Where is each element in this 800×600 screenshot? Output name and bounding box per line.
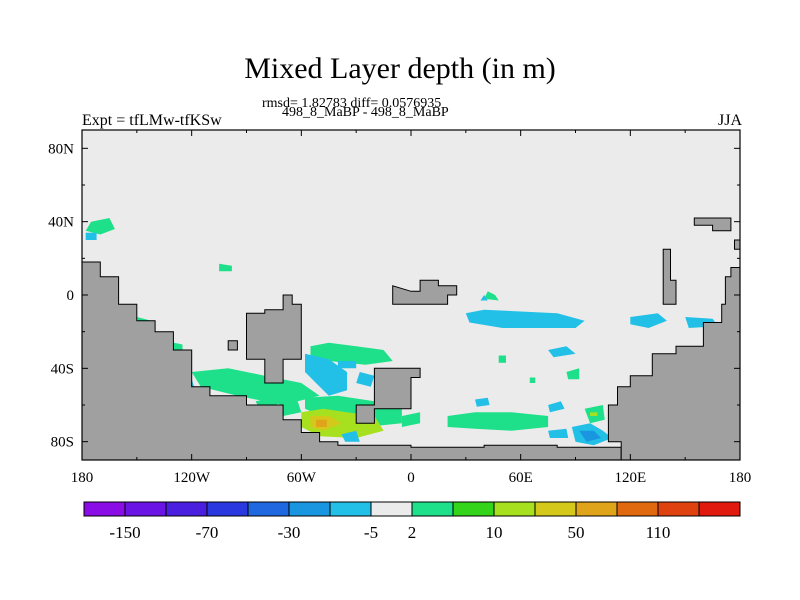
land-south-central-island — [355, 367, 421, 424]
x-tick-label: 120E — [614, 470, 646, 486]
anomaly-patch-22 — [548, 401, 565, 413]
anomaly-patch-37 — [566, 368, 580, 380]
colorbar-swatch — [83, 501, 126, 517]
anomaly-patch-20 — [447, 412, 549, 431]
anomaly-patch-32 — [337, 361, 357, 369]
colorbar-label: 2 — [408, 523, 417, 542]
anomaly-patch-33 — [484, 291, 499, 301]
colorbar-swatch — [370, 501, 413, 517]
colorbar-swatch — [657, 501, 700, 517]
axes: 180 120W 60W 0 60E 120E 180 80N 40N 0 40S 80S — [48, 129, 752, 486]
x-tick-label: 180 — [71, 470, 94, 486]
colorbar-label: -150 — [109, 523, 140, 542]
anomaly-patch-31 — [548, 346, 576, 358]
anomaly-patch-18 — [341, 430, 360, 442]
rmsd-diff-stats: rmsd= 1.82783 diff= 0.0576935 — [262, 96, 442, 111]
colorbar-swatch — [452, 501, 495, 517]
x-tick-label: 0 — [407, 470, 415, 486]
colorbar-swatch — [124, 501, 167, 517]
colorbar-swatch — [534, 501, 577, 517]
land-equatorial-island — [392, 279, 458, 305]
land-east-island-strip — [662, 248, 677, 305]
colorbar-swatch — [411, 501, 454, 517]
land-western-continent — [82, 261, 622, 460]
anomaly-patch-2 — [219, 263, 232, 272]
colorbar-swatch — [493, 501, 536, 517]
y-tick-label: 40S — [51, 361, 74, 377]
anomaly-patch-8 — [191, 368, 320, 405]
y-tick-label: 40N — [48, 215, 74, 231]
anomaly-patch-1 — [85, 232, 97, 240]
land-far-east-coast-strip — [734, 239, 740, 250]
colorbar-label: -30 — [278, 523, 301, 542]
anomaly-patch-15 — [316, 419, 327, 427]
anomaly-patch-7 — [305, 353, 347, 396]
anomaly-patch-28 — [465, 309, 585, 328]
x-tick-label: 60W — [287, 470, 317, 486]
colorbar-label: 10 — [486, 523, 503, 542]
anomaly-patch-6 — [310, 342, 393, 365]
y-tick-label: 80N — [48, 141, 74, 157]
anomaly-patch-21 — [475, 397, 490, 407]
colorbar-label: 110 — [646, 523, 671, 542]
anomaly-patch-19 — [401, 412, 421, 427]
x-tick-label: 120W — [173, 470, 211, 486]
anomaly-patch-24 — [579, 430, 602, 442]
anomaly-patch-0 — [85, 218, 115, 235]
anomaly-patch-35 — [498, 355, 506, 363]
anomaly-patch-10 — [356, 372, 375, 387]
anomaly-patch-26 — [590, 412, 598, 416]
x-tick-label: 180 — [729, 470, 752, 486]
colorbar-swatch — [206, 501, 249, 517]
season-label: JJA — [717, 112, 742, 129]
anomaly-patch-34 — [480, 295, 488, 301]
x-tick-label: 60E — [509, 470, 533, 486]
colorbar: -150 -70 -30 -5 2 10 50 110 — [83, 501, 741, 542]
colorbar-swatch — [165, 501, 208, 517]
y-tick-label: 0 — [67, 288, 75, 304]
plot-area — [82, 130, 740, 460]
colorbar-swatch — [575, 501, 618, 517]
colorbar-swatch — [288, 501, 331, 517]
land-central-island — [246, 294, 302, 384]
colorbar-label: 50 — [568, 523, 585, 542]
colorbar-swatch — [698, 501, 741, 517]
chart-subtitle: 498_8_MaBP - 498_8_MaBP — [282, 105, 449, 120]
colorbar-swatch — [329, 501, 372, 517]
land-northeast-island — [693, 217, 732, 232]
anomaly-patch-36 — [529, 377, 536, 383]
experiment-label: Expt = tfLMw-tfKSw — [82, 112, 222, 129]
colorbar-swatch — [616, 501, 659, 517]
land-eastern-continent — [607, 267, 740, 460]
anomaly-patch-29 — [630, 313, 667, 328]
colorbar-swatch — [247, 501, 290, 517]
anomaly-patch-12 — [279, 401, 302, 416]
land-small-island — [227, 340, 238, 351]
colorbar-label: -70 — [196, 523, 219, 542]
chart-title: Mixed Layer depth (in m) — [244, 52, 556, 85]
y-tick-label: 80S — [51, 435, 74, 451]
anomaly-patch-27 — [548, 428, 569, 438]
colorbar-label: -5 — [364, 523, 378, 542]
